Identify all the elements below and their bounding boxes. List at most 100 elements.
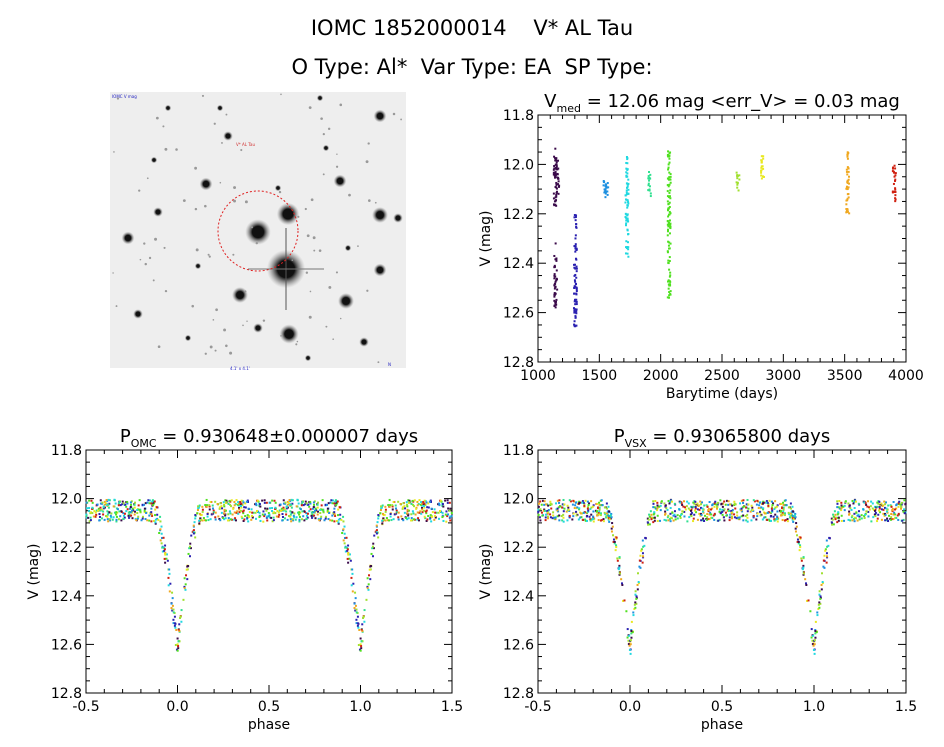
data-point bbox=[901, 519, 904, 522]
data-point bbox=[575, 290, 578, 293]
data-point bbox=[107, 503, 110, 506]
data-point bbox=[348, 553, 351, 556]
data-point bbox=[663, 518, 666, 521]
data-point bbox=[420, 501, 423, 504]
data-point bbox=[625, 610, 628, 613]
data-point bbox=[847, 178, 850, 181]
data-point bbox=[119, 504, 122, 507]
faint-star bbox=[366, 289, 369, 292]
data-point bbox=[537, 510, 540, 513]
data-point bbox=[434, 511, 437, 514]
data-point bbox=[375, 525, 378, 528]
data-point bbox=[783, 512, 786, 515]
data-point bbox=[180, 609, 183, 612]
faint-star bbox=[318, 249, 322, 252]
data-point bbox=[858, 518, 861, 521]
data-point bbox=[362, 615, 365, 618]
data-point bbox=[284, 501, 287, 504]
data-point bbox=[858, 515, 861, 518]
data-point bbox=[695, 511, 698, 514]
data-point bbox=[753, 500, 756, 503]
data-point bbox=[134, 501, 137, 504]
faint-star bbox=[194, 207, 198, 211]
data-point bbox=[220, 505, 223, 508]
data-point bbox=[633, 603, 636, 606]
data-point bbox=[587, 504, 590, 507]
data-point bbox=[218, 517, 221, 520]
data-point bbox=[355, 608, 358, 611]
data-point bbox=[690, 509, 693, 512]
data-point bbox=[223, 505, 226, 508]
data-point bbox=[419, 510, 422, 513]
data-point bbox=[211, 507, 214, 510]
data-point bbox=[605, 183, 608, 186]
data-point bbox=[410, 513, 413, 516]
faint-star bbox=[309, 290, 312, 293]
data-point bbox=[286, 518, 289, 521]
data-point bbox=[711, 503, 714, 506]
data-point bbox=[342, 520, 345, 523]
data-point bbox=[283, 508, 286, 511]
data-point bbox=[129, 501, 132, 504]
faint-star bbox=[143, 242, 146, 245]
star-core bbox=[283, 209, 293, 219]
data-point bbox=[614, 549, 617, 552]
data-point bbox=[233, 518, 236, 521]
x-tick-label: 0.0 bbox=[166, 699, 188, 715]
data-point bbox=[357, 644, 360, 647]
data-point bbox=[733, 500, 736, 503]
data-point bbox=[894, 187, 897, 190]
data-point bbox=[342, 528, 345, 531]
data-point bbox=[740, 499, 743, 502]
x-tick-label: 3500 bbox=[827, 368, 863, 384]
faint-star bbox=[215, 308, 218, 312]
data-point bbox=[669, 274, 672, 277]
data-point bbox=[886, 511, 889, 514]
data-point bbox=[871, 507, 874, 510]
data-point bbox=[852, 502, 855, 505]
data-point bbox=[668, 152, 671, 155]
data-point bbox=[87, 516, 90, 519]
data-point bbox=[300, 504, 303, 507]
data-point bbox=[883, 513, 886, 516]
data-point bbox=[624, 252, 627, 255]
data-point bbox=[115, 511, 118, 514]
data-point bbox=[135, 519, 138, 522]
data-point bbox=[862, 508, 865, 511]
data-point bbox=[818, 593, 821, 596]
data-point bbox=[447, 513, 450, 516]
data-point bbox=[105, 499, 108, 502]
data-point bbox=[384, 505, 387, 508]
faint-star bbox=[310, 198, 314, 202]
data-point bbox=[140, 519, 143, 522]
data-point bbox=[125, 505, 128, 508]
data-point bbox=[550, 507, 553, 510]
data-point bbox=[289, 503, 292, 506]
data-point bbox=[790, 513, 793, 516]
data-point bbox=[332, 499, 335, 502]
data-point bbox=[221, 507, 224, 510]
data-point bbox=[153, 500, 156, 503]
faint-star bbox=[367, 142, 370, 145]
data-point bbox=[700, 513, 703, 516]
data-point bbox=[832, 513, 835, 516]
data-point bbox=[583, 502, 586, 505]
data-point bbox=[827, 544, 830, 547]
data-point bbox=[631, 630, 634, 633]
data-point bbox=[269, 507, 272, 510]
data-point bbox=[700, 506, 703, 509]
data-point bbox=[584, 499, 587, 502]
data-point bbox=[554, 516, 557, 519]
data-point bbox=[796, 534, 799, 537]
data-point bbox=[330, 499, 333, 502]
data-point bbox=[846, 181, 849, 184]
x-axis-label: Barytime (days) bbox=[666, 386, 778, 402]
data-point bbox=[403, 505, 406, 508]
data-point bbox=[800, 559, 803, 562]
data-point bbox=[883, 500, 886, 503]
data-point bbox=[776, 510, 779, 513]
data-point bbox=[381, 512, 384, 515]
data-point bbox=[639, 554, 642, 557]
data-point bbox=[370, 552, 373, 555]
data-point bbox=[666, 230, 669, 233]
